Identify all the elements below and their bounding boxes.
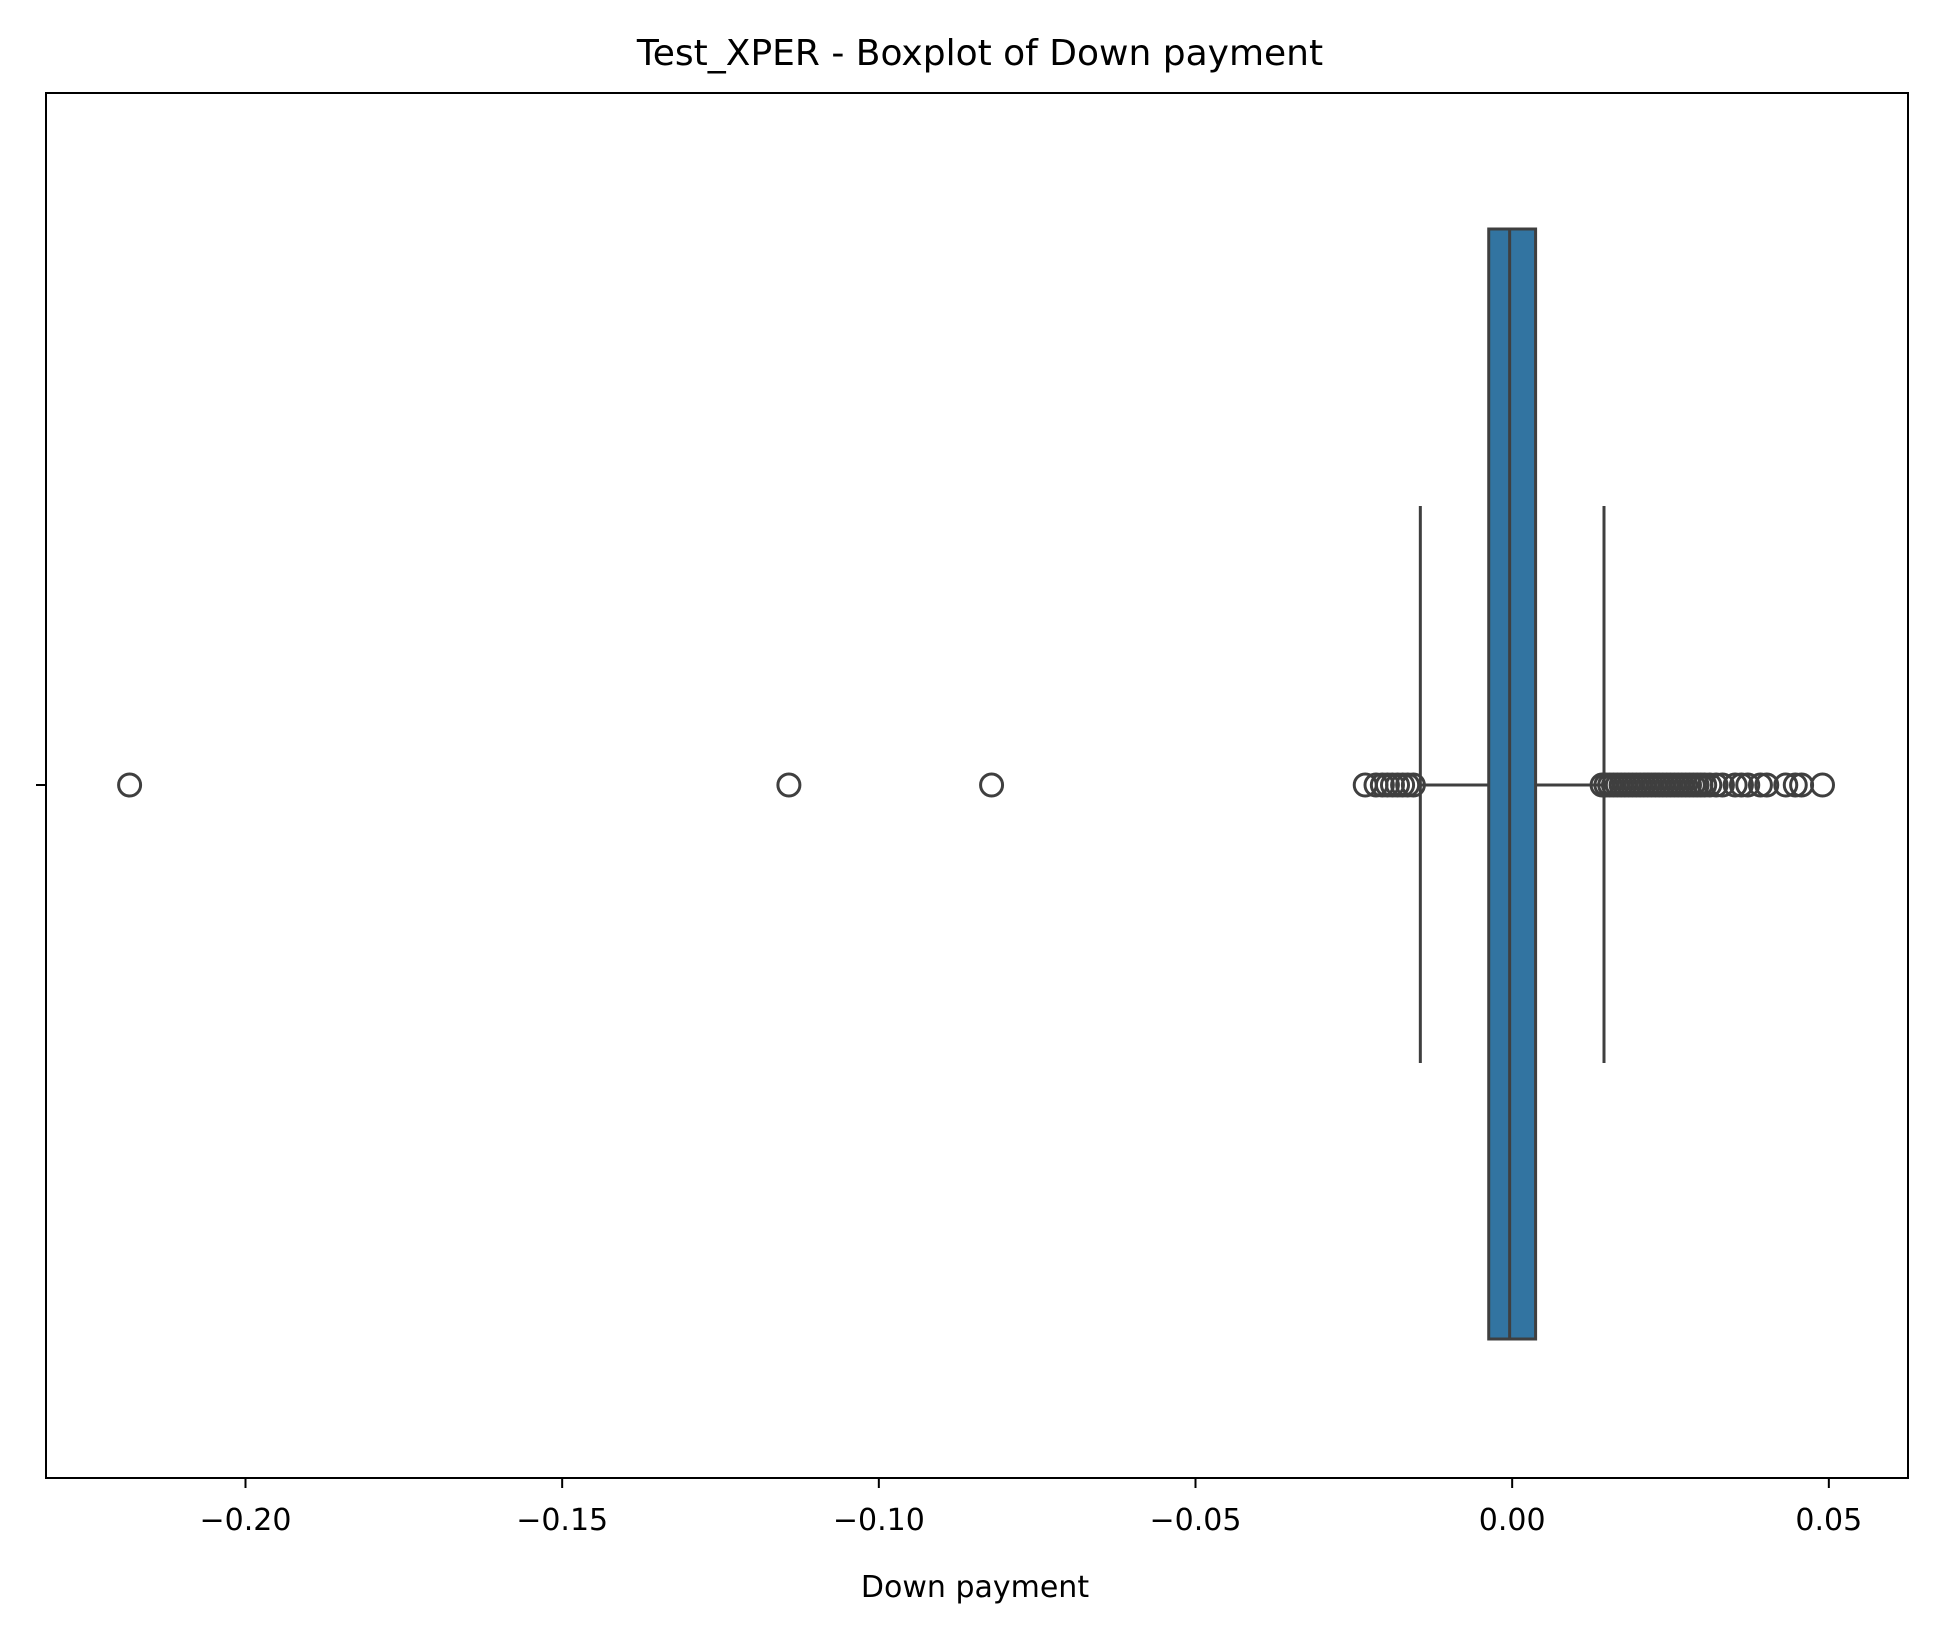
outlier-point — [1735, 772, 1761, 798]
outlier-point — [1747, 772, 1773, 798]
x-axis-label: Down payment — [861, 1570, 1089, 1605]
x-tick-label: −0.10 — [833, 1503, 925, 1538]
outlier-point — [1773, 772, 1799, 798]
iqr-box — [1487, 227, 1538, 1341]
outlier-point — [1697, 772, 1723, 798]
x-tick-label: −0.15 — [516, 1503, 608, 1538]
x-tick-label: −0.05 — [1150, 1503, 1242, 1538]
outlier-point — [776, 772, 802, 798]
chart-title: Test_XPER - Boxplot of Down payment — [636, 33, 1323, 74]
outlier-point — [1754, 772, 1780, 798]
outlier-point — [1782, 772, 1808, 798]
outlier-point — [117, 772, 143, 798]
outlier-point — [1709, 772, 1735, 798]
outlier-point — [1810, 772, 1835, 798]
outlier-point — [1400, 772, 1426, 798]
outlier-point — [979, 772, 1005, 798]
x-tick-label: 0.00 — [1479, 1503, 1546, 1538]
outlier-point — [1703, 772, 1729, 798]
x-tick-label: 0.05 — [1795, 1503, 1862, 1538]
outlier-point — [1728, 772, 1754, 798]
outlier-point — [1722, 772, 1748, 798]
x-tick-label: −0.20 — [200, 1503, 292, 1538]
